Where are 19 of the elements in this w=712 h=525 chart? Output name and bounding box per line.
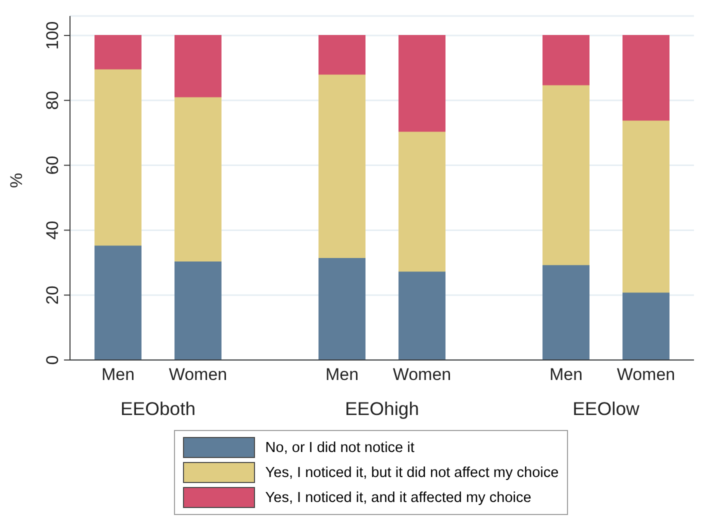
y-tick-label: 80 bbox=[43, 90, 62, 110]
x-tick-label: Men bbox=[101, 365, 135, 384]
legend-label: Yes, I noticed it, and it affected my choice bbox=[265, 490, 532, 506]
legend-label: Yes, I noticed it, but it did not affect my choice bbox=[265, 464, 559, 480]
text: EEOboth bbox=[120, 398, 196, 420]
y-tick-label: 40 bbox=[43, 220, 62, 240]
x-tick-label: Women bbox=[168, 365, 228, 384]
y-tick-label: 0 bbox=[43, 355, 62, 365]
x-tick-label: Men bbox=[325, 365, 359, 384]
x-tick-label: Women bbox=[616, 365, 676, 384]
y-tick-label: 100 bbox=[43, 21, 62, 50]
y-tick-label: 60 bbox=[43, 156, 62, 175]
legend-label: No, or I did not notice it bbox=[265, 440, 414, 456]
x-tick-label: Women bbox=[392, 365, 452, 384]
y-axis-title: % bbox=[7, 172, 26, 188]
x-tick-label: Men bbox=[549, 365, 583, 384]
text: EEOhigh bbox=[344, 398, 420, 420]
text: EEOlow bbox=[572, 398, 640, 420]
y-tick-label: 20 bbox=[43, 286, 62, 305]
